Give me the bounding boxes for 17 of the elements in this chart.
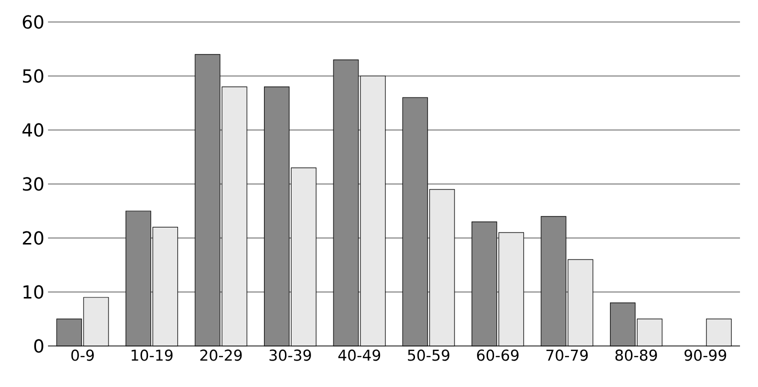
- x-tick-label: 80-89: [615, 350, 657, 361]
- y-tick-label: 50: [22, 69, 44, 83]
- x-tick-label: 50-59: [408, 350, 450, 361]
- x-tick-label: 30-39: [270, 350, 311, 361]
- y-tick-label: 40: [22, 123, 44, 137]
- y-tick-label: 60: [22, 15, 44, 29]
- y-tick-label: 30: [22, 177, 44, 191]
- x-tick-label: 20-29: [200, 350, 242, 361]
- x-tick-label: 40-49: [338, 350, 380, 361]
- y-tick-label: 20: [22, 231, 44, 245]
- x-tick-label: 60-69: [477, 350, 519, 361]
- x-tick-label: 0-9: [71, 350, 94, 361]
- x-tick-label: 70-79: [546, 350, 588, 361]
- x-tick-label: 90-99: [684, 350, 726, 361]
- y-tick-label: 10: [24, 285, 44, 299]
- x-tick-label: 10-19: [132, 350, 173, 361]
- y-tick-label: 0: [34, 339, 44, 353]
